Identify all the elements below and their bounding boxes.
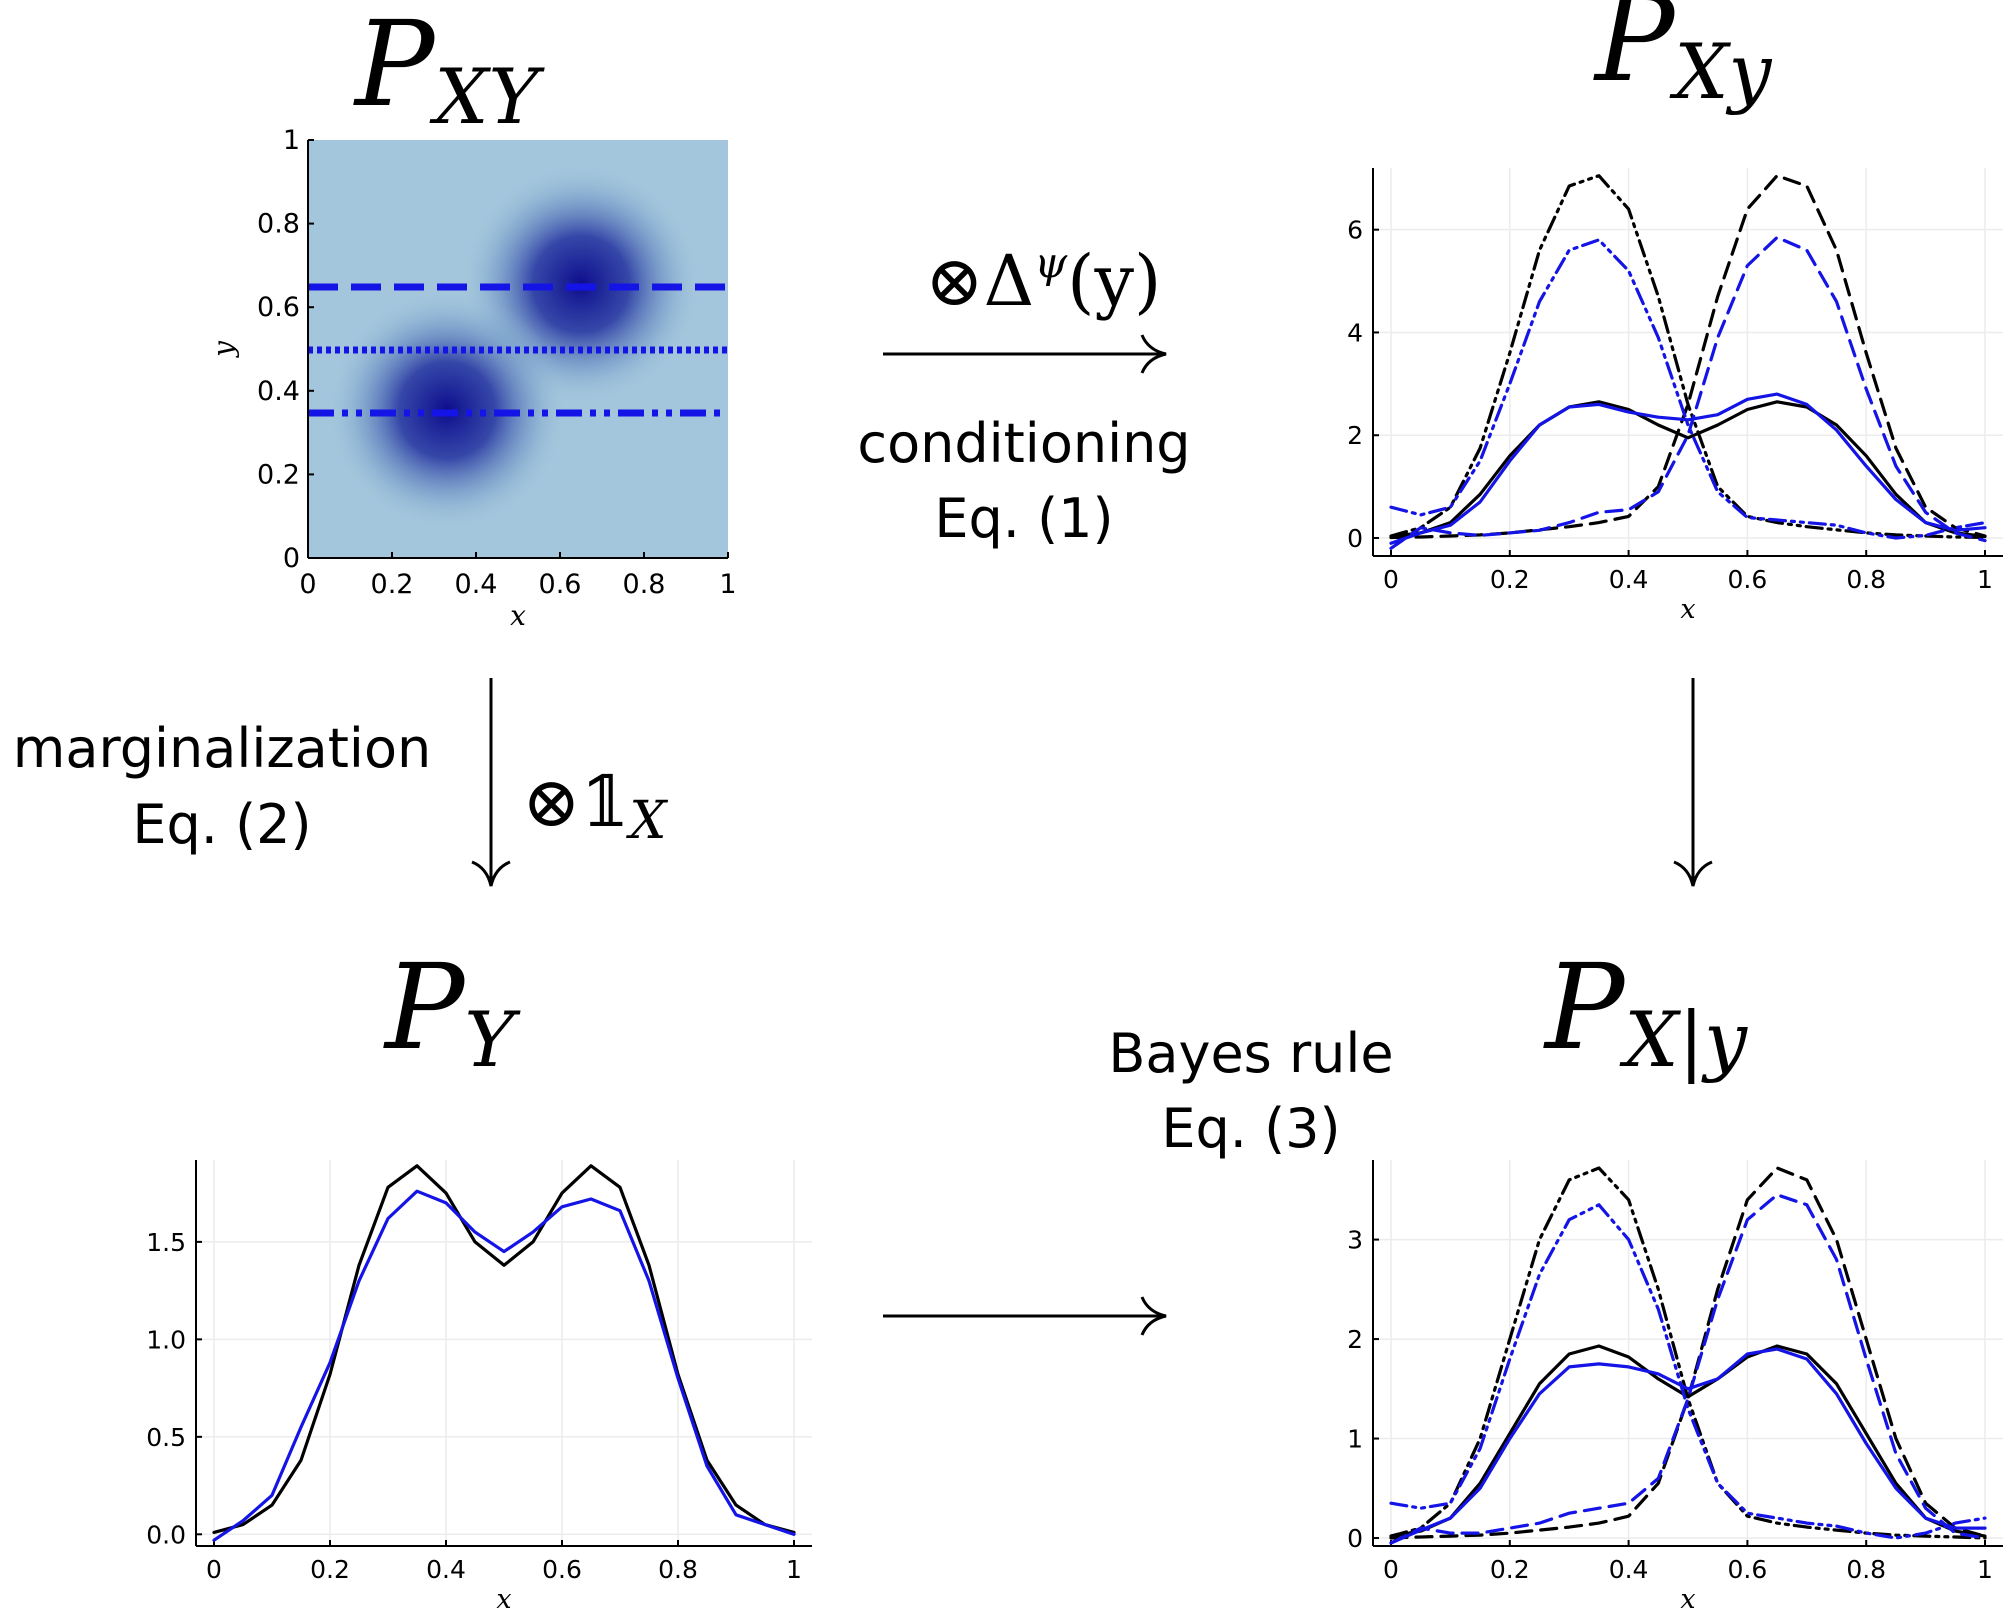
series-line-2	[1389, 1344, 1987, 1538]
y-tick-label: 0	[1347, 524, 1363, 553]
title-pxy-conditioned: PXy	[1593, 0, 1773, 116]
series-line-3	[1389, 1203, 1987, 1540]
title-py: PY	[383, 938, 521, 1084]
y-tick-label: 6	[1347, 216, 1363, 245]
arrow-bayes	[883, 1296, 1167, 1336]
x-tick-label: 0.6	[1728, 1555, 1768, 1584]
y-tick-label: 3	[1347, 1226, 1363, 1255]
x-tick-label: 1	[786, 1555, 802, 1584]
x-tick-label: 0.6	[1728, 565, 1768, 594]
heatmap-x-label: x	[510, 599, 526, 632]
label-eq3: Eq. (3)	[1161, 1097, 1340, 1160]
x-tick-label: 0	[206, 1555, 222, 1584]
x-tick-label: 1	[1977, 1555, 1993, 1584]
label-eq2: Eq. (2)	[132, 793, 311, 856]
heatmap-x-tick-label: 0.4	[455, 569, 498, 600]
x-tick-label: 0.2	[310, 1555, 350, 1584]
x-tick-label: 0.8	[1846, 1555, 1886, 1584]
heatmap-panel: 0 0.2 0.4 0.6 0.8 1 0 0.2 0.4 0.6 0.8 1 x y	[207, 125, 737, 632]
chart-marginal: 0 0.2 0.4 0.6 0.8 1 0.0 0.5 1.0 1.5 x	[146, 1160, 812, 1611]
operator-marginalization: ⊗𝟙X	[522, 761, 668, 851]
heatmap-y-tick-label: 0.8	[257, 209, 300, 240]
series-line-1	[212, 1189, 796, 1542]
x-tick-label: 0.2	[1490, 565, 1530, 594]
series-line-5	[1389, 392, 1987, 545]
series-line-3	[1389, 238, 1987, 540]
heatmap-y-tick-label: 1	[283, 125, 300, 156]
label-eq1: Eq. (1)	[934, 487, 1113, 550]
y-tick-label: 1	[1347, 1425, 1363, 1454]
x-tick-label: 0.8	[658, 1555, 698, 1584]
y-tick-label: 2	[1347, 1325, 1363, 1354]
series-line-4	[1389, 1193, 1987, 1545]
series-line-0	[1389, 1166, 1987, 1540]
heatmap-x-tick-label: 0.2	[371, 569, 414, 600]
y-tick-label: 4	[1347, 318, 1363, 347]
label-conditioning: conditioning	[857, 412, 1190, 475]
heatmap-x-tick-label: 0	[299, 569, 316, 600]
x-tick-label: 0.4	[1609, 1555, 1649, 1584]
series-line-2	[1389, 400, 1987, 539]
heatmap-x-tick-label: 1	[719, 569, 736, 600]
label-bayes: Bayes rule	[1108, 1022, 1393, 1085]
y-tick-label: 0.0	[146, 1520, 186, 1549]
chart-conditioned: 0 0.2 0.4 0.6 0.8 1 0 2 4 6 x	[1347, 168, 2003, 625]
heatmap-y-tick-label: 0.6	[257, 292, 300, 323]
arrow-right-down	[1673, 678, 1713, 887]
chart-posterior: 0 0.2 0.4 0.6 0.8 1 0 1 2 3 x	[1347, 1160, 2003, 1611]
label-marginalization: marginalization	[13, 717, 431, 780]
y-tick-label: 1.5	[146, 1228, 186, 1257]
series-line-4	[1389, 235, 1987, 550]
x-axis-label: x	[496, 1584, 511, 1611]
x-tick-label: 0.8	[1846, 565, 1886, 594]
heatmap-y-tick-label: 0.4	[257, 376, 300, 407]
x-tick-label: 0.6	[542, 1555, 582, 1584]
x-tick-label: 0	[1383, 565, 1399, 594]
series-line-1	[1389, 1166, 1987, 1540]
x-tick-label: 0.4	[426, 1555, 466, 1584]
arrow-marginalization	[471, 678, 511, 887]
title-px-given-y: PX|y	[1543, 938, 1748, 1084]
heatmap-ticks: 0 0.2 0.4 0.6 0.8 1 0 0.2 0.4 0.6 0.8 1	[257, 125, 737, 600]
series-line-0	[1389, 174, 1987, 540]
x-tick-label: 1	[1977, 565, 1993, 594]
heatmap-y-label: y	[207, 340, 240, 359]
x-axis-label: x	[1680, 1584, 1695, 1611]
x-axis-label: x	[1680, 594, 1695, 625]
x-tick-label: 0.2	[1490, 1555, 1530, 1584]
series-line-5	[1389, 1347, 1987, 1545]
x-tick-label: 0	[1383, 1555, 1399, 1584]
heatmap-x-tick-label: 0.8	[623, 569, 666, 600]
operator-conditioning: ⊗Δψ(y)	[925, 238, 1161, 322]
arrow-conditioning	[883, 334, 1167, 374]
y-tick-label: 1.0	[146, 1325, 186, 1354]
series-line-0	[212, 1164, 796, 1534]
y-tick-label: 0	[1347, 1524, 1363, 1553]
title-pxy: PXY	[353, 0, 546, 141]
heatmap-x-tick-label: 0.6	[539, 569, 582, 600]
heatmap-y-tick-label: 0.2	[257, 459, 300, 490]
heatmap-y-tick-label: 0	[283, 543, 300, 574]
y-tick-label: 0.5	[146, 1423, 186, 1452]
x-tick-label: 0.4	[1609, 565, 1649, 594]
y-tick-label: 2	[1347, 421, 1363, 450]
